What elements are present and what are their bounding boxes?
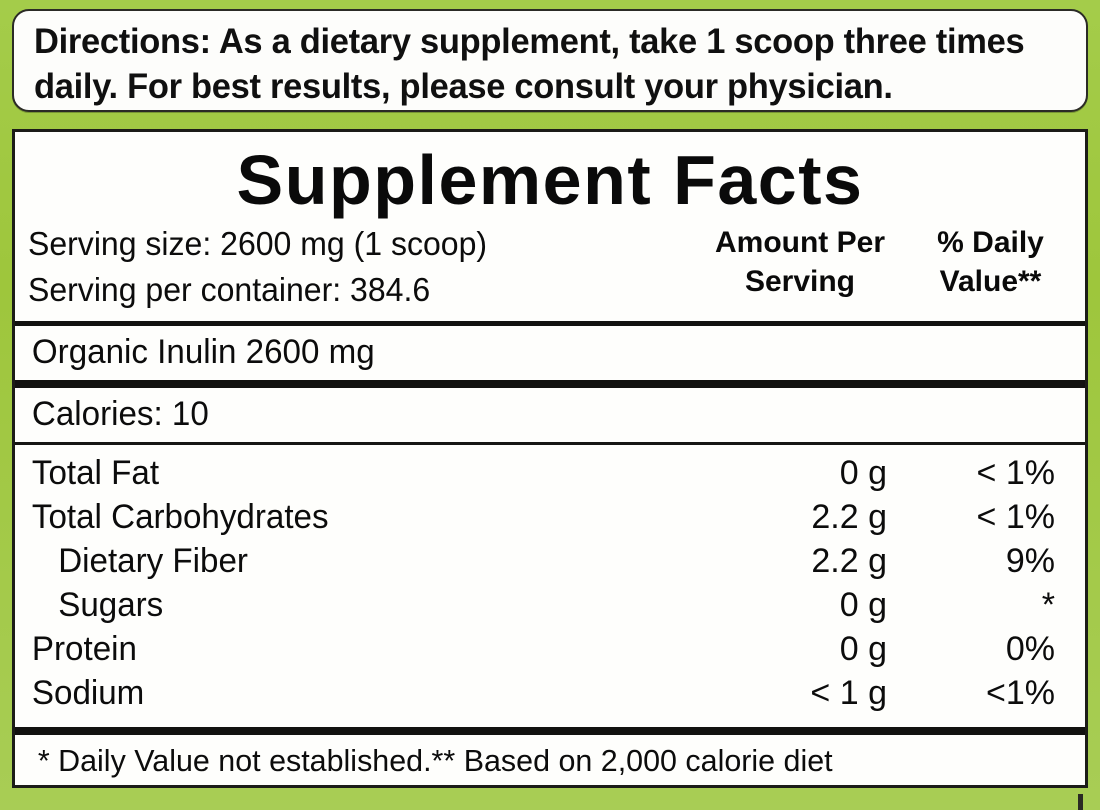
supplement-facts-panel: Supplement Facts Serving size: 2600 mg (… [12,129,1088,788]
nutrient-amount: 2.2 g [811,498,887,537]
table-row: Protein 0 g 0% [28,628,1072,672]
directions-text: Directions: As a dietary supplement, tak… [34,21,1025,107]
column-header-daily-line2: Value** [939,265,1042,298]
table-row: Sugars 0 g * [28,584,1072,628]
supplement-facts-title: Supplement Facts [236,141,864,219]
serving-header-block: Serving size: 2600 mg (1 scoop) Serving … [28,221,1072,321]
table-row: Dietary Fiber 2.2 g 9% [28,540,1072,584]
column-header-daily-line1: % Daily [937,226,1044,259]
green-divider-gap [12,112,1088,129]
nutrient-daily-value: * [1041,585,1055,624]
edge-crop-mark [1078,794,1083,810]
column-header-amount-per-serving: Amount Per Serving [691,221,909,301]
nutrient-name: Sugars [58,585,164,624]
nutrient-daily-value: 9% [1005,542,1055,581]
rule-above-footnote [15,727,1085,735]
nutrient-amount: 0 g [839,629,887,668]
nutrient-amount: 0 g [839,454,887,493]
ingredient-row-organic-inulin: Organic Inulin 2600 mg [31,333,375,372]
nutrient-name: Total Carbohydrates [31,498,329,537]
rule-below-calories [15,442,1085,446]
nutrient-name: Sodium [31,673,145,712]
nutrient-name: Protein [31,629,137,668]
directions-box: Directions: As a dietary supplement, tak… [12,9,1088,112]
table-row: Total Carbohydrates 2.2 g < 1% [28,496,1072,540]
serving-per-container-text: Serving per container: 384.6 [28,271,431,309]
column-header-amount-line2: Serving [744,265,856,298]
nutrient-table: Total Fat 0 g < 1% Total Carbohydrates 2… [28,445,1072,727]
nutrient-name: Total Fat [31,454,160,493]
calories-row: Calories: 10 [31,395,209,434]
nutrient-daily-value: <1% [986,673,1055,712]
nutrient-daily-value: 0% [1005,629,1055,668]
table-row: Total Fat 0 g < 1% [28,452,1072,496]
nutrient-amount: 2.2 g [811,542,887,581]
nutrient-amount: 0 g [839,585,887,624]
nutrient-name: Dietary Fiber [58,542,248,581]
nutrient-daily-value: < 1% [976,498,1055,537]
serving-info: Serving size: 2600 mg (1 scoop) Serving … [28,221,671,313]
rule-above-ingredient [15,321,1085,327]
serving-size-text: Serving size: 2600 mg (1 scoop) [28,225,488,262]
nutrient-amount: < 1 g [810,673,887,712]
table-row: Sodium < 1 g <1% [28,672,1072,716]
footnote-text: * Daily Value not established.** Based o… [37,743,833,778]
column-header-daily-value: % Daily Value** [909,221,1072,301]
nutrient-daily-value: < 1% [976,454,1055,493]
rule-below-ingredient [15,380,1085,389]
column-header-amount-line1: Amount Per [714,226,885,259]
